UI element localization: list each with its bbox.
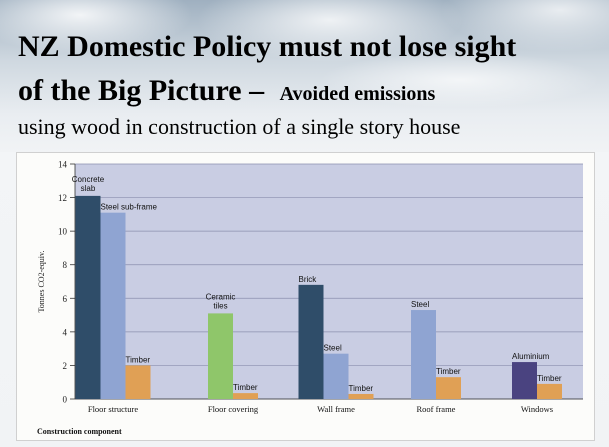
bar-label: Steel xyxy=(411,300,429,309)
bar-aluminium xyxy=(512,362,537,399)
bar-label-line: tiles xyxy=(213,301,227,310)
bar-label: Aluminium xyxy=(512,352,550,361)
bar-timber xyxy=(233,393,258,399)
bar-label: Timber xyxy=(126,355,151,364)
bar-label: Ceramic tiles xyxy=(206,292,236,310)
bar-timber xyxy=(537,383,562,399)
y-tick-label: 10 xyxy=(58,227,68,237)
bar-label-line: Ceramic xyxy=(206,292,236,301)
title-main: of the Big Picture xyxy=(18,74,242,107)
x-axis-label: Construction component xyxy=(37,427,122,436)
y-tick-label: 8 xyxy=(63,260,68,270)
y-tick-label: 14 xyxy=(58,160,68,170)
x-tick-label: Floor structure xyxy=(88,404,139,414)
y-tick-label: 6 xyxy=(63,294,68,304)
bar-chart: 0 2 4 6 8 10 12 14 Tonnes CO2-equiv. Construction… xyxy=(37,160,583,436)
y-tick-label: 0 xyxy=(63,395,68,405)
title-dash: – xyxy=(241,74,272,107)
bar-label: Timber xyxy=(537,374,562,383)
bar-steel xyxy=(323,353,349,399)
title-emphasis: Avoided emissions xyxy=(279,83,436,105)
bar-label: Brick xyxy=(299,275,318,284)
x-tick-label: Windows xyxy=(521,404,553,414)
bar-ceramic xyxy=(208,313,233,399)
subtitle: using wood in construction of a single s… xyxy=(18,114,461,139)
bar-label: Timber xyxy=(233,383,258,392)
bar-timber xyxy=(125,365,151,399)
bar-label: Timber xyxy=(349,384,374,393)
bar-label-line: Concrete xyxy=(72,175,105,184)
y-axis-label: Tonnes CO2-equiv. xyxy=(37,250,46,312)
bar-label: Steel sub-frame xyxy=(101,203,158,212)
bar-label: Steel xyxy=(324,344,342,353)
y-tick-label: 4 xyxy=(63,327,68,337)
x-tick-label: Roof frame xyxy=(417,404,456,414)
bar-steel xyxy=(411,310,436,399)
chart-container: 0 2 4 6 8 10 12 14 Tonnes CO2-equiv. Construction… xyxy=(16,152,595,441)
title-line-1: NZ Domestic Policy must not lose sight xyxy=(18,30,517,63)
bar-label: Concrete slab xyxy=(72,175,105,193)
bar-concrete xyxy=(298,284,324,399)
bar-label-line: slab xyxy=(81,184,96,193)
bar-steel xyxy=(100,212,126,399)
x-tick-label: Floor covering xyxy=(208,404,259,414)
title-line-2: of the Big Picture – Avoided emissions xyxy=(18,74,435,108)
x-tick-label: Wall frame xyxy=(317,404,355,414)
bar-timber xyxy=(348,393,374,399)
bar-timber xyxy=(436,377,461,399)
bar-concrete xyxy=(75,195,101,399)
sky-background xyxy=(0,0,609,152)
y-tick-label: 2 xyxy=(63,361,68,371)
bar-label: Timber xyxy=(436,367,461,376)
y-tick-label: 12 xyxy=(58,193,67,203)
